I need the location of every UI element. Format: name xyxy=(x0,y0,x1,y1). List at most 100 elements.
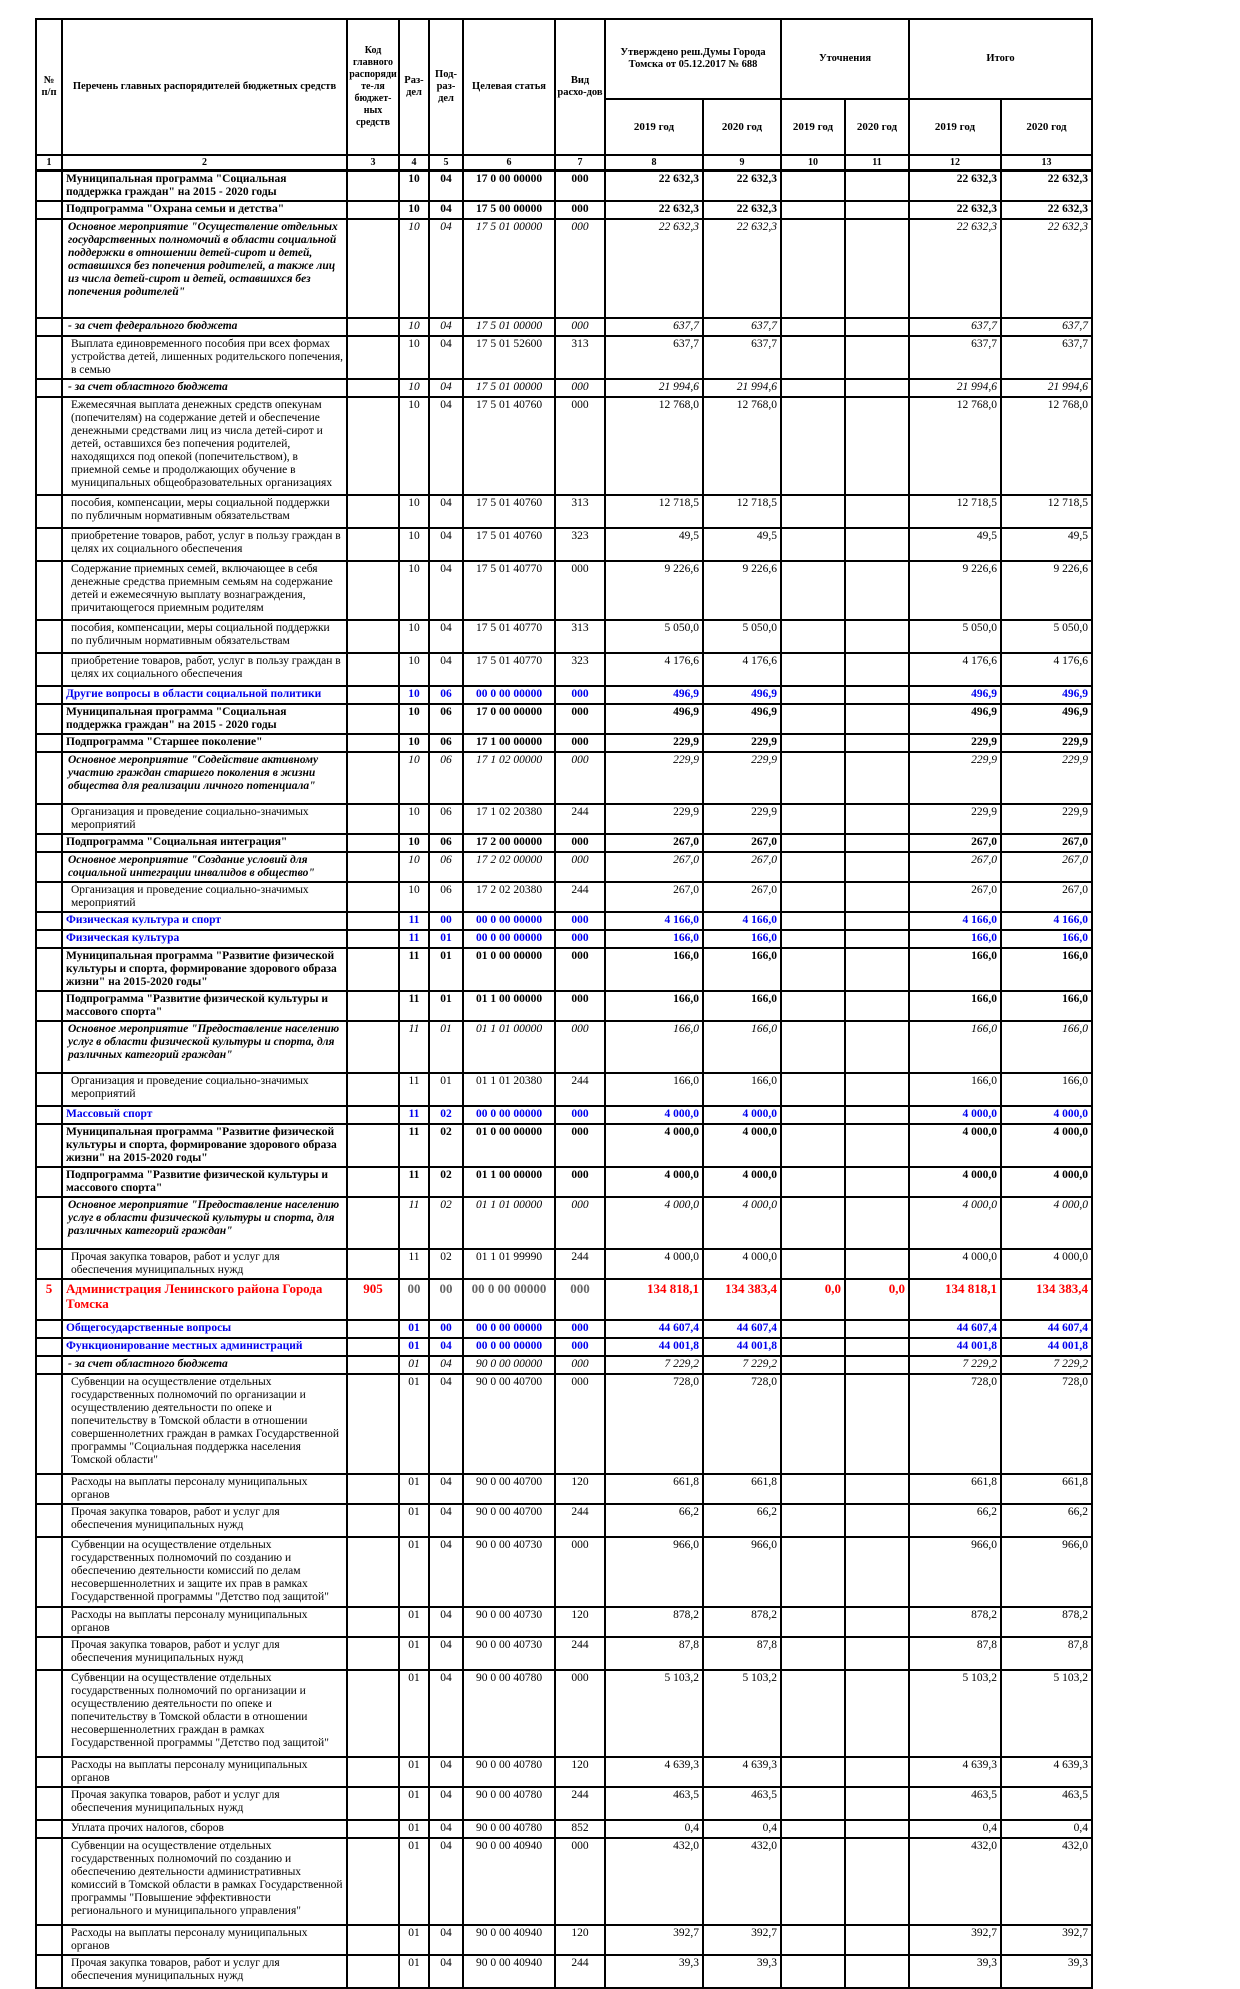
cell-razdel: 11 xyxy=(398,1248,430,1280)
cell-total-2020: 166,0 xyxy=(999,947,1094,992)
cell-approved-2019: 4 000,0 xyxy=(604,1196,704,1250)
cell-target-article: 17 1 02 20380 xyxy=(462,803,556,835)
row-num xyxy=(35,335,63,380)
cell-grbs-code xyxy=(346,1337,400,1357)
page: { "colors": { "section_blue": "#0000ee",… xyxy=(35,18,1094,1989)
table-row: Подпрограмма "Развитие физической культу… xyxy=(35,1166,1094,1198)
cell-approved-2020: 5 050,0 xyxy=(702,619,782,654)
row-num xyxy=(35,833,63,853)
cell-approved-2019: 4 166,0 xyxy=(604,911,704,931)
cell-podrazdel: 04 xyxy=(428,200,464,220)
cell-razdel: 11 xyxy=(398,1072,430,1107)
cell-razdel: 11 xyxy=(398,1123,430,1168)
cell-razdel: 01 xyxy=(398,1319,430,1339)
row-name: Прочая закупка товаров, работ и услуг дл… xyxy=(61,1786,348,1821)
table-row: Физическая культура 11 01 00 0 00 00000 000 1… xyxy=(35,929,1094,949)
row-num xyxy=(35,1123,63,1168)
cell-podrazdel: 04 xyxy=(428,1669,464,1758)
cell-expense-type: 000 xyxy=(554,685,606,705)
cell-razdel: 11 xyxy=(398,929,430,949)
cell-expense-type: 000 xyxy=(554,851,606,883)
cell-total-2020: 0,4 xyxy=(999,1819,1094,1839)
cell-adjust-2019 xyxy=(780,619,846,654)
cell-adjust-2019 xyxy=(780,200,846,220)
cell-expense-type: 000 xyxy=(554,751,606,805)
cell-approved-2019: 22 632,3 xyxy=(604,218,704,319)
cell-approved-2020: 39,3 xyxy=(702,1954,782,1989)
header-row-titles: № п/п Перечень главных распорядителей бю… xyxy=(35,18,1094,156)
cell-total-2020: 728,0 xyxy=(999,1373,1094,1475)
cell-approved-2020: 267,0 xyxy=(702,851,782,883)
cell-total-2019: 166,0 xyxy=(908,929,1002,949)
row-name: Расходы на выплаты персоналу муниципальн… xyxy=(61,1473,348,1505)
cell-razdel: 01 xyxy=(398,1636,430,1671)
cell-adjust-2019 xyxy=(780,1105,846,1125)
cell-grbs-code xyxy=(346,1123,400,1168)
cell-grbs-code xyxy=(346,1786,400,1821)
cell-total-2020: 637,7 xyxy=(999,317,1094,337)
cell-adjust-2020 xyxy=(844,619,910,654)
row-name: Субвенции на осуществление отдельных гос… xyxy=(61,1536,348,1608)
row-num xyxy=(35,851,63,883)
cell-podrazdel: 04 xyxy=(428,1636,464,1671)
cell-razdel: 01 xyxy=(398,1337,430,1357)
cell-target-article: 17 5 01 40770 xyxy=(462,560,556,621)
table-row: пособия, компенсации, меры социальной по… xyxy=(35,619,1094,654)
cell-razdel: 10 xyxy=(398,685,430,705)
cell-grbs-code xyxy=(346,1954,400,1989)
cell-total-2020: 39,3 xyxy=(999,1954,1094,1989)
table-row: Муниципальная программа "Развитие физиче… xyxy=(35,1123,1094,1168)
table-row: Прочая закупка товаров, работ и услуг дл… xyxy=(35,1503,1094,1538)
cell-approved-2019: 637,7 xyxy=(604,317,704,337)
cell-adjust-2019 xyxy=(780,1072,846,1107)
table-row: Прочая закупка товаров, работ и услуг дл… xyxy=(35,1786,1094,1821)
cell-approved-2019: 66,2 xyxy=(604,1503,704,1538)
row-num xyxy=(35,1819,63,1839)
table-row: Основное мероприятие "Создание условий д… xyxy=(35,851,1094,883)
cell-podrazdel: 02 xyxy=(428,1196,464,1250)
cell-podrazdel: 02 xyxy=(428,1166,464,1198)
cell-total-2019: 229,9 xyxy=(908,803,1002,835)
cell-adjust-2020 xyxy=(844,1020,910,1074)
table-row: Основное мероприятие "Осуществление отде… xyxy=(35,218,1094,319)
cell-total-2020: 4 000,0 xyxy=(999,1166,1094,1198)
cell-total-2019: 66,2 xyxy=(908,1503,1002,1538)
cell-adjust-2020 xyxy=(844,1837,910,1926)
cell-adjust-2020 xyxy=(844,1536,910,1608)
cell-podrazdel: 06 xyxy=(428,851,464,883)
row-name: Основное мероприятие "Создание условий д… xyxy=(61,851,348,883)
cell-approved-2020: 49,5 xyxy=(702,527,782,562)
cell-total-2019: 463,5 xyxy=(908,1786,1002,1821)
cell-podrazdel: 04 xyxy=(428,652,464,687)
column-number: 9 xyxy=(702,154,782,172)
cell-grbs-code xyxy=(346,1072,400,1107)
header-approved-year-2020: 2020 год xyxy=(702,98,782,156)
cell-target-article: 17 5 00 00000 xyxy=(462,200,556,220)
cell-approved-2020: 229,9 xyxy=(702,733,782,753)
row-name: Основное мероприятие "Предоставление нас… xyxy=(61,1196,348,1250)
cell-grbs-code xyxy=(346,1020,400,1074)
cell-grbs-code xyxy=(346,947,400,992)
cell-target-article: 01 1 01 00000 xyxy=(462,1020,556,1074)
cell-podrazdel: 00 xyxy=(428,1278,464,1321)
table-row: Организация и проведение социально-значи… xyxy=(35,1072,1094,1107)
cell-total-2020: 66,2 xyxy=(999,1503,1094,1538)
cell-razdel: 01 xyxy=(398,1837,430,1926)
row-num xyxy=(35,527,63,562)
cell-razdel: 10 xyxy=(398,851,430,883)
cell-adjust-2020 xyxy=(844,751,910,805)
cell-grbs-code xyxy=(346,1636,400,1671)
cell-expense-type: 244 xyxy=(554,1954,606,1989)
cell-adjust-2019 xyxy=(780,929,846,949)
cell-target-article: 90 0 00 40780 xyxy=(462,1756,556,1788)
table-row: приобретение товаров, работ, услуг в пол… xyxy=(35,527,1094,562)
cell-adjust-2020 xyxy=(844,527,910,562)
cell-approved-2020: 12 768,0 xyxy=(702,396,782,496)
cell-expense-type: 000 xyxy=(554,218,606,319)
cell-podrazdel: 06 xyxy=(428,733,464,753)
cell-target-article: 00 0 00 00000 xyxy=(462,1105,556,1125)
row-name: Муниципальная программа "Социальная подд… xyxy=(61,703,348,735)
cell-total-2020: 229,9 xyxy=(999,733,1094,753)
cell-podrazdel: 01 xyxy=(428,1020,464,1074)
cell-approved-2020: 392,7 xyxy=(702,1924,782,1956)
